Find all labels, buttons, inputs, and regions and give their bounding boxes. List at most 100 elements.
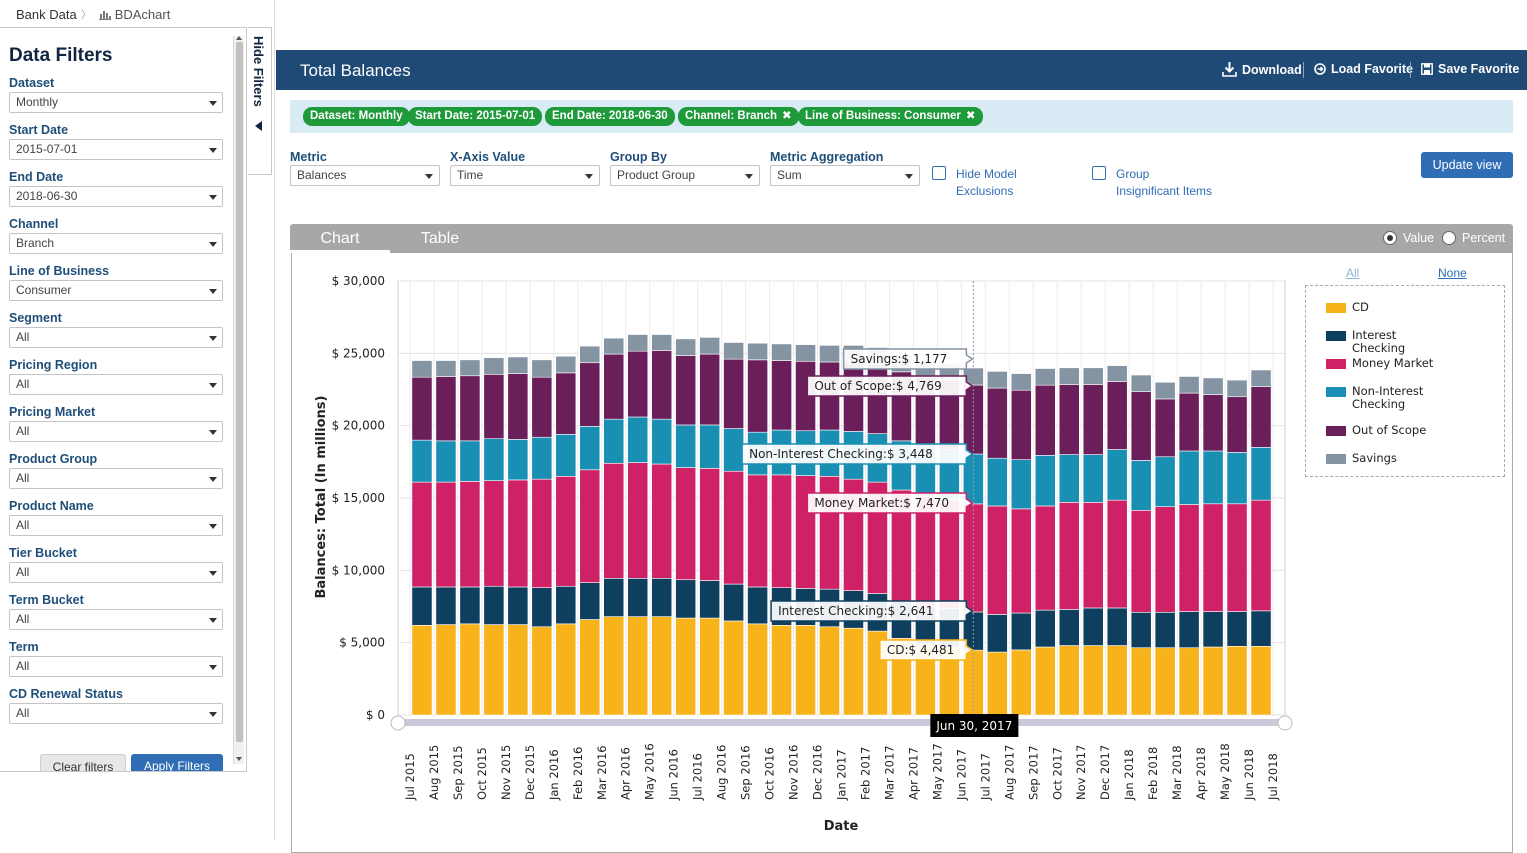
sidebar-scrollbar[interactable] (233, 36, 244, 764)
scroll-down-arrow-icon[interactable] (236, 757, 242, 761)
filter-select[interactable]: All (9, 468, 223, 489)
bar-segment (1034, 384, 1056, 456)
bar-segment (483, 438, 505, 481)
bar-segment (531, 436, 553, 480)
bar-segment (723, 470, 744, 585)
bar-segment (531, 587, 553, 628)
filter-segment: Segment All (9, 311, 223, 348)
bar-segment (1034, 609, 1056, 648)
tab-table[interactable]: Table (420, 230, 460, 247)
filter-select[interactable]: Monthly (9, 92, 223, 113)
filter-select[interactable]: 2018-06-30 (9, 186, 223, 207)
filter-label: Pricing Region (9, 358, 98, 372)
radio-selected-icon[interactable] (1383, 231, 1397, 245)
apply-filters-button[interactable]: Apply Filters (131, 754, 223, 771)
filter-select[interactable]: All (9, 327, 223, 348)
bar-segment (747, 342, 768, 361)
x-tick-label: Mar 2016 (595, 745, 609, 800)
page-header: Total Balances Download Load Favorite Sa… (276, 50, 1527, 90)
filter-label: Line of Business (9, 264, 110, 278)
filter-chip[interactable]: Start Date: 2015-07-01 (408, 107, 543, 126)
close-icon[interactable]: ✖ (782, 110, 792, 122)
x-tick-label: May 2016 (643, 743, 657, 800)
bar-segment (986, 371, 1008, 389)
aggregation-select[interactable]: Sum (770, 165, 920, 186)
update-view-button[interactable]: Update view (1421, 152, 1513, 178)
xaxis-select[interactable]: Time (450, 165, 600, 186)
close-icon[interactable]: ✖ (965, 110, 976, 122)
range-slider-handle-left[interactable] (390, 715, 406, 731)
collapse-arrow-icon (255, 121, 262, 131)
bar-segment (555, 475, 577, 587)
hover-tooltip: Money Market:$ 7,470 (806, 492, 974, 514)
filter-select[interactable]: All (9, 421, 223, 442)
breadcrumb-separator: 〉 (80, 9, 92, 21)
clear-filters-button[interactable]: Clear filters (40, 754, 126, 771)
legend-none-link[interactable]: None (1438, 266, 1467, 280)
x-tick-label: Sep 2017 (1026, 745, 1040, 800)
legend-item[interactable]: CD (1326, 301, 1452, 314)
filter-select[interactable]: Branch (9, 233, 223, 254)
hide-filters-tab[interactable]: Hide Filters (248, 27, 272, 175)
value-radio[interactable]: Value (1383, 231, 1434, 245)
hide-model-exclusions-checkbox[interactable]: Hide Model Exclusions (932, 166, 1017, 200)
bar-segment (986, 651, 1008, 716)
chevron-down-icon (209, 571, 217, 576)
filter-chip[interactable]: Channel: Branch ✖ (678, 107, 799, 126)
filter-select[interactable]: 2015-07-01 (9, 139, 223, 160)
bar-segment (771, 343, 792, 361)
chevron-down-icon (425, 174, 433, 179)
chevron-down-icon (209, 524, 217, 529)
checkbox-box[interactable] (1092, 166, 1106, 180)
legend-item[interactable]: Money Market (1326, 357, 1452, 370)
load-favorite-button[interactable]: Load Favorite (1314, 62, 1413, 76)
filter-select[interactable]: All (9, 515, 223, 536)
bar-segment (747, 623, 768, 716)
checkbox-box[interactable] (932, 166, 946, 180)
percent-radio[interactable]: Percent (1442, 231, 1505, 245)
bar-segment (411, 376, 433, 441)
tooltip-text: Interest Checking:$ 2,641 (778, 604, 933, 618)
filter-chip[interactable]: End Date: 2018-06-30 (545, 107, 675, 126)
chevron-down-icon (209, 195, 217, 200)
chevron-down-icon (209, 148, 217, 153)
bar-segment (651, 334, 673, 351)
legend-item[interactable]: Savings (1326, 452, 1452, 465)
legend-item[interactable]: Out of Scope (1326, 424, 1452, 437)
filter-chip-label: Channel: Branch (685, 110, 778, 122)
scrollbar-thumb[interactable] (236, 42, 243, 742)
bar-segment (1154, 381, 1176, 400)
filter-value: All (16, 706, 30, 720)
legend-item[interactable]: Non-Interest Checking (1326, 385, 1452, 411)
x-tick-label: Jul 2015 (403, 753, 417, 801)
range-slider-handle-right[interactable] (1277, 715, 1293, 731)
filter-select[interactable]: Consumer (9, 280, 223, 301)
groupby-select[interactable]: Product Group (610, 165, 760, 186)
bar-segment (699, 468, 721, 581)
chevron-down-icon (209, 289, 217, 294)
scroll-up-arrow-icon[interactable] (236, 36, 242, 40)
legend-item[interactable]: Interest Checking (1326, 329, 1452, 355)
hover-tooltip: CD:$ 4,481 (879, 639, 974, 661)
legend-all-link[interactable]: All (1346, 266, 1360, 280)
metric-select[interactable]: Balances (290, 165, 440, 186)
filter-chip[interactable]: Dataset: Monthly (303, 107, 410, 126)
download-button[interactable]: Download (1222, 62, 1302, 77)
bar-segment (651, 463, 673, 579)
tab-chart[interactable]: Chart (290, 224, 390, 253)
filter-select[interactable]: All (9, 562, 223, 583)
save-favorite-button[interactable]: Save Favorite (1421, 62, 1519, 76)
radio-unselected-icon[interactable] (1442, 231, 1456, 245)
filter-select[interactable]: All (9, 656, 223, 677)
bar-segment (531, 478, 553, 588)
filter-select[interactable]: All (9, 374, 223, 395)
filter-select[interactable]: All (9, 703, 223, 724)
breadcrumb-root[interactable]: Bank Data (16, 6, 77, 22)
bar-segment (435, 376, 457, 442)
group-insignificant-checkbox[interactable]: Group Insignificant Items (1092, 166, 1212, 200)
filter-select[interactable]: All (9, 609, 223, 630)
breadcrumb-current[interactable]: BDAchart (114, 6, 171, 22)
filter-label: End Date (9, 170, 64, 184)
filter-chip[interactable]: Line of Business: Consumer ✖ (798, 107, 983, 126)
